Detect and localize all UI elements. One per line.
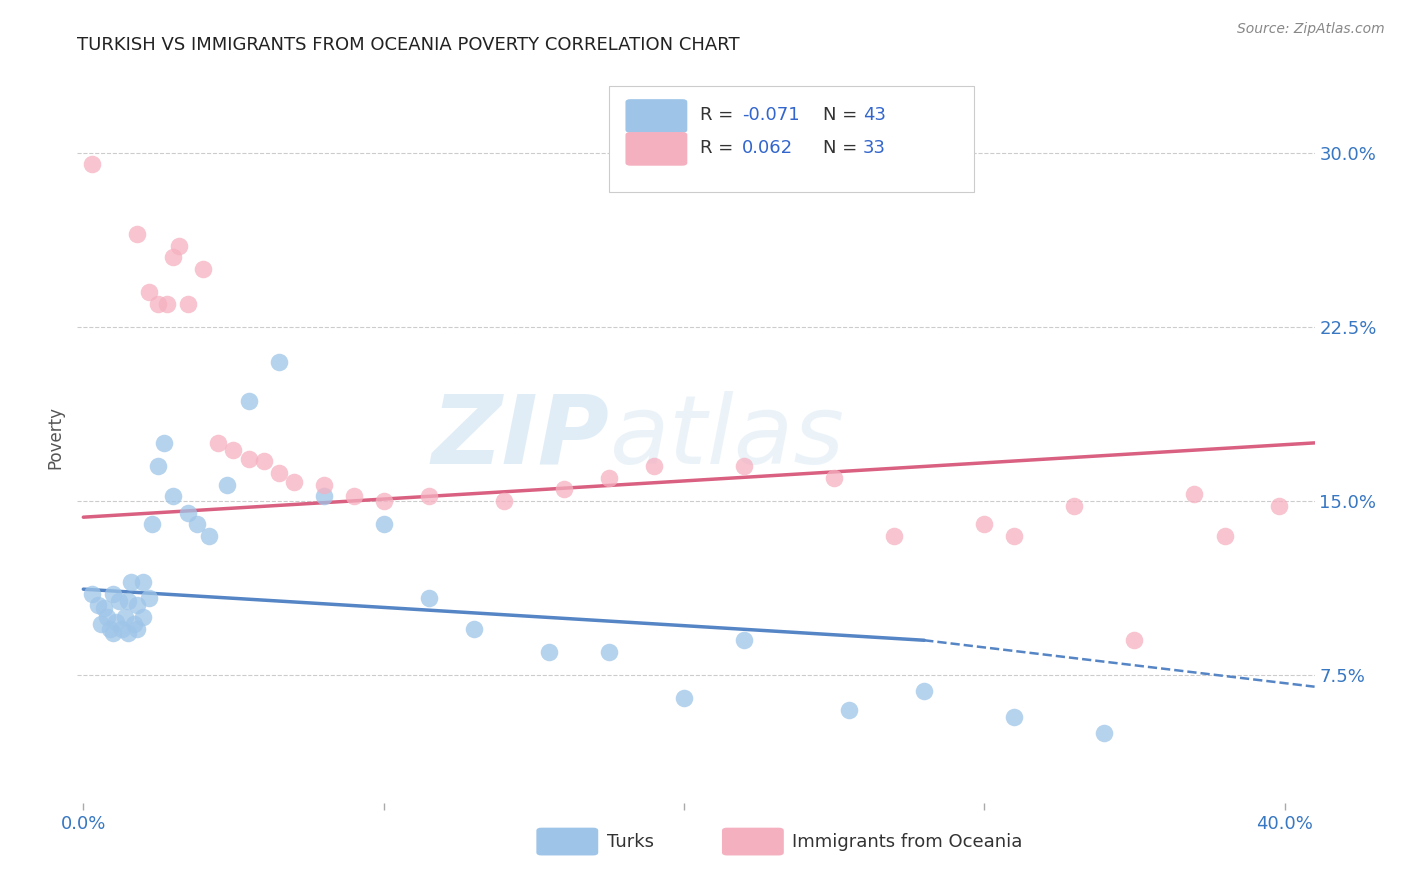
Point: [186, 517, 208, 532]
Point: [1123, 633, 1146, 648]
Point: [217, 477, 239, 491]
Text: R =: R =: [700, 106, 738, 124]
Point: [117, 626, 139, 640]
Point: [120, 575, 142, 590]
Point: [82, 587, 104, 601]
Point: [156, 296, 179, 310]
Point: [1063, 499, 1085, 513]
Point: [127, 599, 149, 613]
Point: [373, 494, 395, 508]
Point: [87, 599, 110, 613]
Point: [207, 436, 229, 450]
Point: [267, 354, 290, 368]
Point: [598, 645, 620, 659]
Point: [103, 626, 125, 640]
Point: [553, 483, 575, 497]
Point: [198, 529, 221, 543]
Text: N =: N =: [824, 139, 863, 157]
Point: [238, 394, 260, 409]
Point: [141, 517, 163, 532]
Point: [117, 594, 139, 608]
FancyBboxPatch shape: [721, 828, 783, 855]
Point: [463, 622, 485, 636]
FancyBboxPatch shape: [536, 828, 598, 855]
Point: [1002, 529, 1025, 543]
Point: [169, 238, 191, 252]
Point: [138, 285, 160, 299]
Point: [82, 157, 104, 171]
Point: [418, 489, 440, 503]
Y-axis label: Poverty: Poverty: [46, 406, 65, 468]
Text: N =: N =: [824, 106, 863, 124]
Point: [103, 587, 125, 601]
Point: [1184, 487, 1206, 501]
Point: [312, 489, 335, 503]
Point: [238, 452, 260, 467]
Point: [96, 610, 118, 624]
Point: [132, 610, 155, 624]
Point: [1002, 710, 1025, 724]
Point: [98, 622, 121, 636]
Point: [162, 250, 184, 264]
Text: atlas: atlas: [609, 391, 845, 483]
Point: [418, 591, 440, 606]
Point: [162, 489, 184, 503]
Point: [267, 466, 290, 480]
Point: [312, 477, 335, 491]
Point: [105, 615, 128, 629]
Point: [838, 703, 860, 717]
Text: Source: ZipAtlas.com: Source: ZipAtlas.com: [1237, 22, 1385, 37]
Point: [148, 459, 170, 474]
Point: [912, 684, 935, 698]
Text: 43: 43: [863, 106, 886, 124]
Point: [127, 622, 149, 636]
Text: TURKISH VS IMMIGRANTS FROM OCEANIA POVERTY CORRELATION CHART: TURKISH VS IMMIGRANTS FROM OCEANIA POVER…: [77, 36, 740, 54]
Point: [153, 436, 176, 450]
Text: 0.062: 0.062: [742, 139, 793, 157]
Point: [373, 517, 395, 532]
Point: [222, 442, 245, 457]
Text: Immigrants from Oceania: Immigrants from Oceania: [793, 832, 1022, 851]
Text: ZIP: ZIP: [432, 391, 609, 483]
Point: [124, 617, 146, 632]
Point: [132, 575, 155, 590]
Point: [252, 454, 274, 468]
FancyBboxPatch shape: [626, 132, 688, 166]
Point: [733, 459, 755, 474]
Point: [90, 617, 112, 632]
Point: [177, 506, 200, 520]
Point: [343, 489, 366, 503]
FancyBboxPatch shape: [626, 99, 688, 133]
Point: [114, 610, 136, 624]
Point: [108, 594, 131, 608]
Point: [598, 471, 620, 485]
Point: [1213, 529, 1236, 543]
Point: [492, 494, 515, 508]
Point: [733, 633, 755, 648]
Point: [883, 529, 905, 543]
Point: [672, 691, 695, 706]
Text: R =: R =: [700, 139, 744, 157]
Text: -0.071: -0.071: [742, 106, 800, 124]
Point: [643, 459, 665, 474]
Point: [177, 296, 200, 310]
Text: 33: 33: [863, 139, 886, 157]
FancyBboxPatch shape: [609, 86, 974, 192]
Text: Turks: Turks: [607, 832, 654, 851]
Point: [148, 296, 170, 310]
Point: [127, 227, 149, 241]
Point: [193, 261, 215, 276]
Point: [973, 517, 995, 532]
Point: [823, 471, 845, 485]
Point: [537, 645, 560, 659]
Point: [1267, 499, 1289, 513]
Point: [283, 475, 305, 490]
Point: [1092, 726, 1115, 740]
Point: [138, 591, 160, 606]
Point: [93, 600, 115, 615]
Point: [111, 622, 134, 636]
